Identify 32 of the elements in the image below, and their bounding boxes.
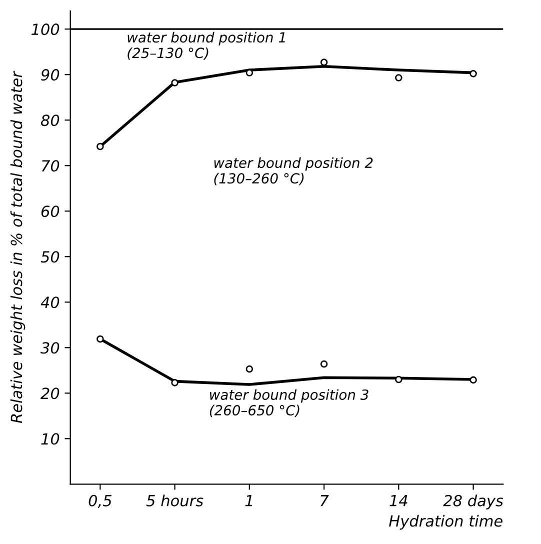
annotation: water bound position 3 (260–650 °C) [210, 389, 368, 418]
point [395, 74, 402, 82]
point [171, 79, 178, 86]
x-axis-title: Hydration time [389, 514, 502, 530]
point [246, 365, 254, 373]
y-tick-label: 80 [40, 114, 60, 126]
x-tick-label: 0,5 [88, 494, 112, 508]
y-tick-label: 50 [40, 251, 60, 263]
y-tick-label: 40 [40, 296, 60, 308]
x-tick-label: 28 days [443, 494, 504, 510]
point [320, 360, 328, 368]
point [96, 335, 104, 343]
annotation: water bound position 2 (130–260 °C) [214, 157, 373, 186]
y-tick-label: 30 [40, 342, 60, 354]
point [470, 70, 477, 78]
y-axis-title: Relative weight loss in % of total bound water [10, 70, 26, 424]
x-tick-label: 5 hours [146, 494, 204, 506]
x-tick-label: 14 [390, 495, 408, 506]
y-tick-label: 20 [40, 388, 60, 400]
point [171, 379, 178, 386]
y-tick-label: 90 [41, 69, 60, 81]
y-tick-label: 10 [41, 433, 60, 445]
point [470, 376, 477, 384]
y-tick-label: 60 [41, 206, 60, 218]
x-tick-label: 7 [320, 495, 329, 506]
point [395, 376, 402, 384]
point [320, 58, 328, 66]
point [96, 142, 104, 150]
y-tick-label: 70 [42, 160, 60, 172]
y-tick-label: 100 [32, 24, 60, 36]
x-tick-label: 1 [245, 495, 252, 506]
annotation: water bound position 1 (25–130 °C) [128, 32, 285, 60]
